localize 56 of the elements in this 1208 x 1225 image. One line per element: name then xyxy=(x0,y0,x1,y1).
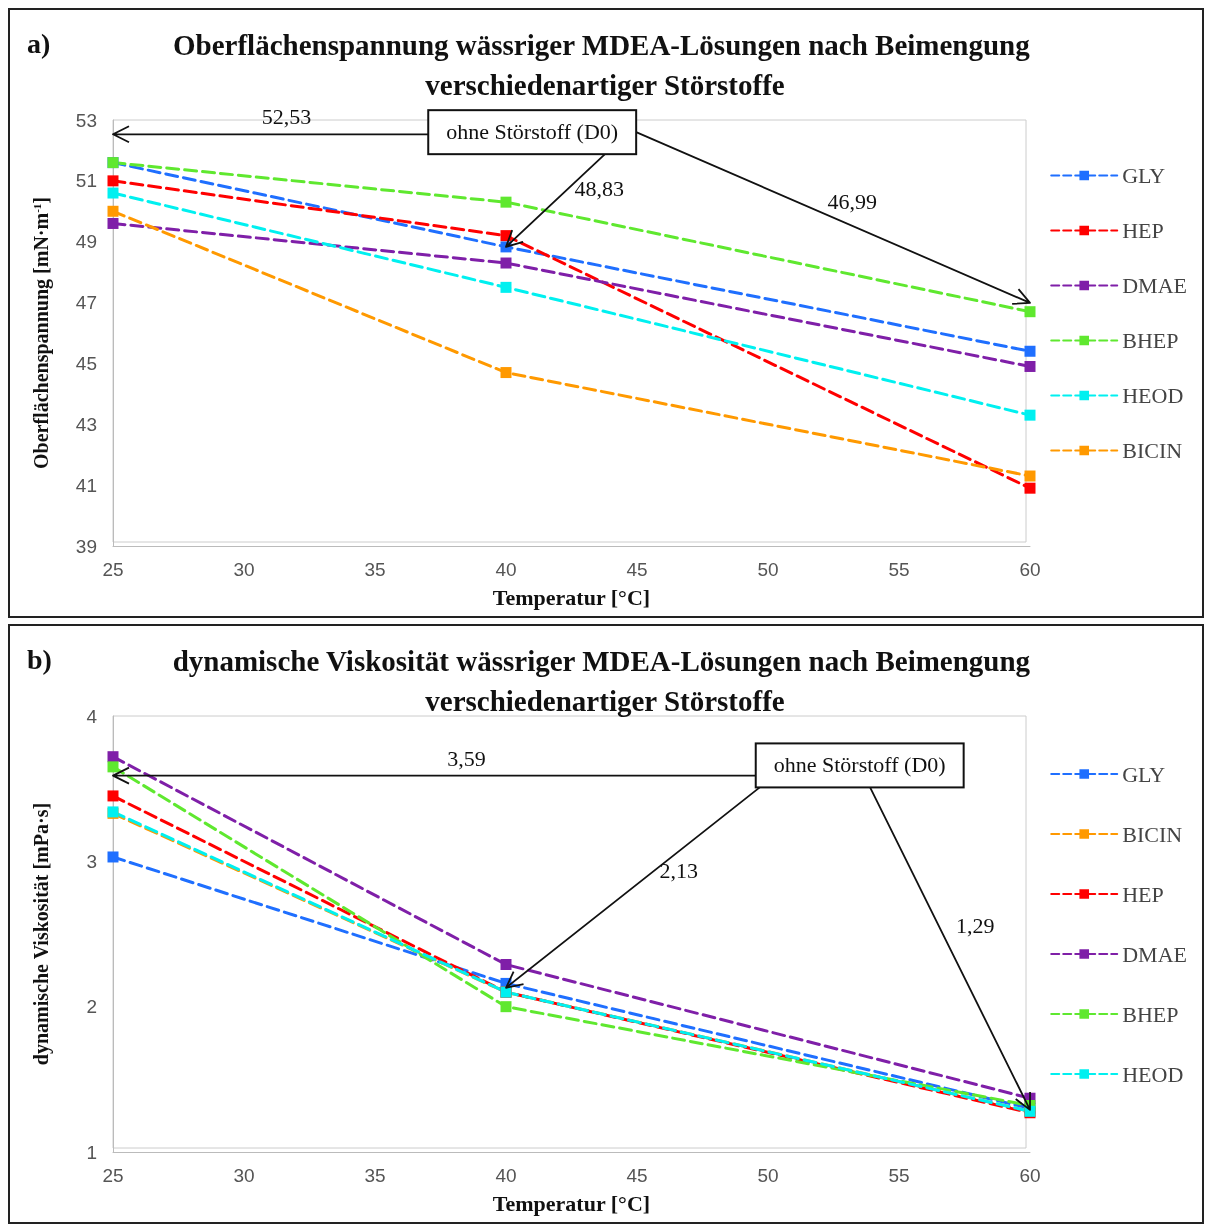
y-tick-label: 45 xyxy=(75,352,97,374)
legend-label: HEOD xyxy=(1122,383,1184,408)
y-tick-label: 51 xyxy=(75,170,97,192)
x-axis-title: Temperatur [°C] xyxy=(492,1190,651,1216)
y-tick-label: 4 xyxy=(86,705,98,727)
y-tick-label: 53 xyxy=(75,109,97,131)
x-tick-label: 30 xyxy=(233,1165,255,1186)
y-tick-label: 43 xyxy=(75,413,97,435)
annotation: 2,13 xyxy=(659,857,699,883)
legend-label: HEP xyxy=(1122,881,1164,907)
y-tick-label: 41 xyxy=(75,474,97,496)
x-tick-label: 55 xyxy=(888,1165,910,1186)
y-axis-title: Oberflächenspannung [mN·m-1] xyxy=(30,197,53,469)
chart-subtitle: a) xyxy=(27,27,51,59)
x-tick-label: 45 xyxy=(626,559,648,580)
legend-label: DMAE xyxy=(1122,941,1188,967)
annotation: 48,83 xyxy=(574,175,624,201)
legend-label: HEOD xyxy=(1122,1061,1184,1087)
y-axis-title: dynamische Viskosität [mPa·s] xyxy=(30,802,53,1066)
y-tick-label: 3 xyxy=(86,850,97,872)
annotation: 1,29 xyxy=(956,912,995,938)
x-tick-label: 30 xyxy=(233,559,255,580)
annotation: ohne Störstoff (D0) xyxy=(773,752,946,778)
legend-label: BHEP xyxy=(1122,328,1179,353)
legend-label: BHEP xyxy=(1122,1001,1179,1027)
x-tick-label: 35 xyxy=(364,559,386,580)
y-tick-label: 49 xyxy=(75,231,97,253)
x-tick-label: 40 xyxy=(495,1165,517,1186)
x-tick-label: 25 xyxy=(102,1165,124,1186)
x-tick-label: 35 xyxy=(364,1165,386,1186)
legend-label: HEP xyxy=(1122,218,1164,243)
annotation: 46,99 xyxy=(827,188,877,214)
legend-label: BICIN xyxy=(1122,438,1183,463)
x-tick-label: 50 xyxy=(757,559,779,580)
annotation: ohne Störstoff (D0) xyxy=(446,119,619,145)
x-tick-label: 25 xyxy=(102,559,124,580)
x-tick-label: 50 xyxy=(757,1165,779,1186)
chart-subtitle: b) xyxy=(27,643,52,675)
chart-title: Oberflächenspannung wässriger MDEA-Lösungen nach Beimengung verschiedenartiger Störstoffe xyxy=(173,29,1037,101)
y-tick-label: 47 xyxy=(75,292,97,314)
legend-label: BICIN xyxy=(1122,821,1183,847)
legend-label: GLY xyxy=(1122,761,1166,787)
x-tick-label: 45 xyxy=(626,1165,648,1186)
chart-title: dynamische Viskosität wässriger MDEA-Lösungen nach Beimengung verschiedenartiger Störstoffe xyxy=(172,645,1038,717)
annotation: 3,59 xyxy=(447,745,486,771)
y-tick-label: 1 xyxy=(86,1141,97,1163)
legend-label: GLY xyxy=(1122,163,1166,188)
y-tick-label: 2 xyxy=(86,996,97,1018)
x-tick-label: 55 xyxy=(888,559,910,580)
legend-label: DMAE xyxy=(1122,273,1188,298)
y-tick-label: 39 xyxy=(75,535,97,557)
annotation: 52,53 xyxy=(261,104,312,130)
x-tick-label: 60 xyxy=(1019,559,1041,580)
x-tick-label: 60 xyxy=(1019,1165,1041,1186)
x-axis-title: Temperatur [°C] xyxy=(492,584,651,610)
x-tick-label: 40 xyxy=(495,559,517,580)
